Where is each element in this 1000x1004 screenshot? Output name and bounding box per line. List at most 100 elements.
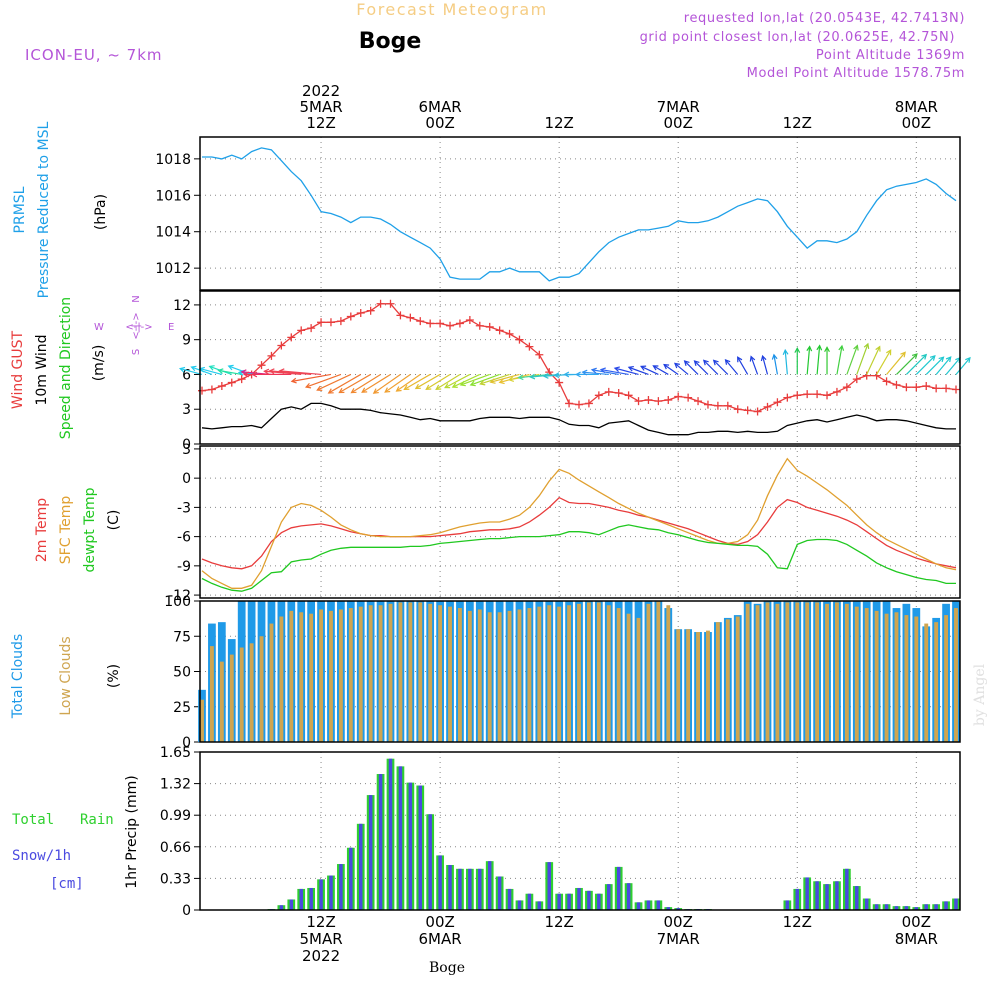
- wind-arrowhead: [875, 345, 881, 352]
- wind-arrow: [713, 359, 729, 375]
- low-cloud-bar: [934, 622, 939, 742]
- wind-arrowhead: [806, 345, 813, 352]
- low-cloud-bar: [795, 602, 800, 742]
- wind-arrow: [279, 370, 322, 376]
- low-cloud-bar: [715, 622, 720, 742]
- snow-bar: [458, 868, 462, 910]
- low-cloud-bar: [279, 616, 284, 742]
- wind-arrow: [836, 345, 843, 375]
- wind-gust-label: Wind GUST: [10, 330, 26, 409]
- low-cloud-bar: [894, 612, 899, 742]
- gust-marker: [396, 311, 405, 320]
- wind-arrowhead: [794, 347, 801, 353]
- low-cloud-bar: [696, 632, 700, 742]
- prmsl-unit-label: (hPa): [93, 194, 109, 230]
- wind-arrowhead: [782, 348, 789, 355]
- snow-bar: [815, 881, 819, 910]
- gust-marker: [703, 400, 712, 409]
- top-time-label: 00Z: [664, 114, 693, 132]
- gust-marker: [932, 384, 941, 393]
- wind-arrow: [945, 357, 961, 375]
- wind-arrow: [866, 346, 881, 375]
- snow-bar: [864, 898, 869, 910]
- snow-label: Snow/1h: [12, 848, 71, 864]
- gust-marker: [743, 406, 752, 415]
- bottom-time-label: 2022: [302, 947, 340, 965]
- gust-marker: [505, 329, 514, 338]
- wind-arrowhead: [771, 353, 778, 360]
- panel-frame: [199, 751, 961, 911]
- snow-bar: [795, 888, 800, 910]
- wind-arrow: [425, 373, 451, 390]
- snow-bar: [894, 906, 899, 910]
- snow-bar: [527, 893, 532, 910]
- y-tick-label: 6: [182, 367, 191, 383]
- low-cloud-bar: [289, 610, 294, 742]
- wind-arrowhead: [263, 368, 270, 375]
- snow-bar: [378, 774, 383, 910]
- panel-frame: [199, 445, 961, 599]
- gust-marker: [575, 400, 583, 409]
- bottom-time-label: 12Z: [306, 913, 335, 931]
- wind-arrowhead: [444, 383, 451, 389]
- top-time-label: 2022: [302, 82, 340, 100]
- panel-bg: [200, 446, 960, 598]
- snow-bar: [577, 887, 581, 910]
- snow-bar: [954, 898, 958, 910]
- snow-bar: [537, 901, 542, 910]
- low-cloud-bar: [259, 636, 264, 742]
- snow-bar: [904, 906, 909, 910]
- wind-arrowhead: [338, 387, 345, 394]
- low-cloud-bar: [874, 610, 879, 742]
- wind-arrowhead: [384, 387, 391, 393]
- 10m-wind-line: [201, 402, 956, 436]
- wind-arrow: [373, 373, 401, 394]
- gust-marker: [366, 306, 375, 315]
- low-cloud-bar: [854, 606, 859, 742]
- snow-bar: [487, 861, 492, 910]
- wind-panel: 0 3 6 9 12: [173, 290, 971, 453]
- gust-marker: [773, 398, 782, 407]
- wind-arrowhead: [517, 374, 524, 381]
- low-cloud-bar: [487, 612, 492, 742]
- gust-marker: [674, 392, 683, 401]
- gust-marker: [803, 390, 812, 399]
- low-cloud-bar: [467, 610, 472, 742]
- low-cloud-bar: [398, 602, 403, 742]
- gust-marker: [495, 326, 504, 335]
- y-tick-label: 1.65: [160, 745, 191, 761]
- gust-marker: [823, 391, 832, 400]
- precip-panel: 0 0.33 0.66 0.99 1.32 1.65: [160, 745, 961, 919]
- snow-bar: [319, 879, 323, 910]
- panel-frame: [199, 290, 961, 445]
- wind-arrowhead: [435, 384, 442, 390]
- t2m-label: 2m Temp: [34, 498, 50, 562]
- temp-unit-label: (C): [106, 510, 122, 531]
- wind-arrow: [396, 373, 421, 392]
- gust-marker: [882, 377, 891, 386]
- snow-bar: [646, 900, 651, 910]
- point-altitude: Point Altitude 1369m: [816, 48, 965, 63]
- wind-arrowhead: [640, 365, 647, 371]
- low-cloud-bar: [616, 608, 621, 742]
- snow-bar: [924, 904, 928, 910]
- low-cloud-bar: [904, 615, 909, 742]
- gust-marker: [277, 341, 286, 350]
- grid-coords: grid point closest lon,lat (20.0625E, 42…: [640, 30, 955, 45]
- wind-arrowhead: [217, 368, 224, 374]
- snow-bar: [388, 758, 393, 910]
- wind-arrowhead: [425, 384, 432, 390]
- gust-marker: [733, 405, 742, 414]
- wind-arrowhead: [507, 376, 515, 382]
- top-time-label: 12Z: [544, 114, 573, 132]
- rain-label-a: Total: [12, 812, 54, 828]
- snow-bar: [507, 888, 512, 910]
- wind-arrowhead: [760, 354, 767, 362]
- wind-arrowhead: [663, 363, 670, 370]
- wind-arrow: [876, 349, 892, 375]
- y-tick-label: 0: [182, 903, 191, 919]
- snow-bar: [438, 855, 442, 910]
- snow-bar: [279, 905, 284, 910]
- low-cloud-bar: [725, 619, 730, 742]
